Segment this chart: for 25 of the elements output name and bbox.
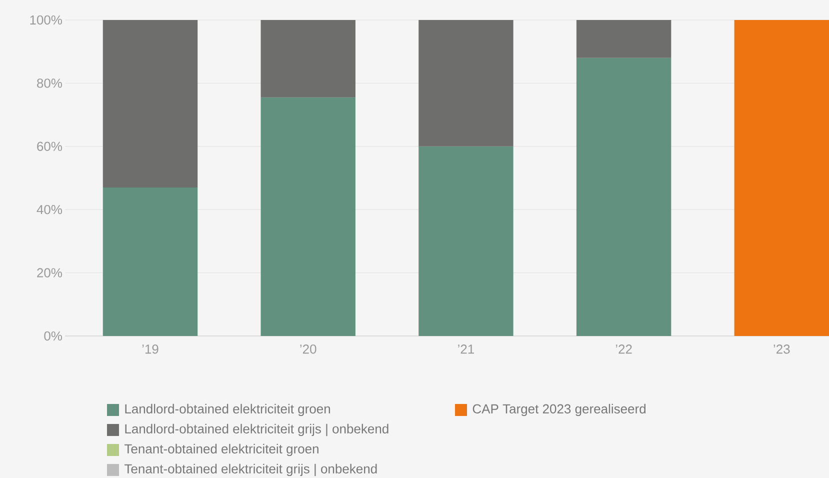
x-tick-label: ’19 <box>142 344 158 354</box>
y-tick-label: 60% <box>37 142 62 151</box>
y-tick-label: 0% <box>44 331 62 341</box>
bar <box>102 20 198 188</box>
bar <box>102 187 198 336</box>
legend-label: CAP Target 2023 gerealiseerd <box>472 404 646 416</box>
y-tick-label: 100% <box>30 15 62 25</box>
bar <box>260 97 356 336</box>
legend-label: Landlord-obtained elektriciteit grijs | onbekend <box>125 424 388 436</box>
x-tick-label: ’22 <box>616 344 632 354</box>
legend-label: Tenant-obtained elektriciteit groen <box>124 444 318 456</box>
legend-label: Landlord-obtained elektriciteit groen <box>125 404 330 416</box>
bar <box>418 20 514 146</box>
y-tick-label: 20% <box>37 268 62 278</box>
y-tick-label: 40% <box>36 204 62 214</box>
bar <box>576 58 672 336</box>
y-tick-label: 80% <box>37 78 62 88</box>
x-tick-label: ’20 <box>300 344 316 354</box>
bar <box>576 20 672 58</box>
bar <box>418 146 514 336</box>
bar <box>734 20 829 336</box>
x-tick-label: ’21 <box>458 344 474 354</box>
legend-label: Tenant-obtained elektriciteit grijs | onbekend <box>124 464 377 476</box>
x-tick-label: ’23 <box>774 344 790 354</box>
bar <box>260 20 356 98</box>
